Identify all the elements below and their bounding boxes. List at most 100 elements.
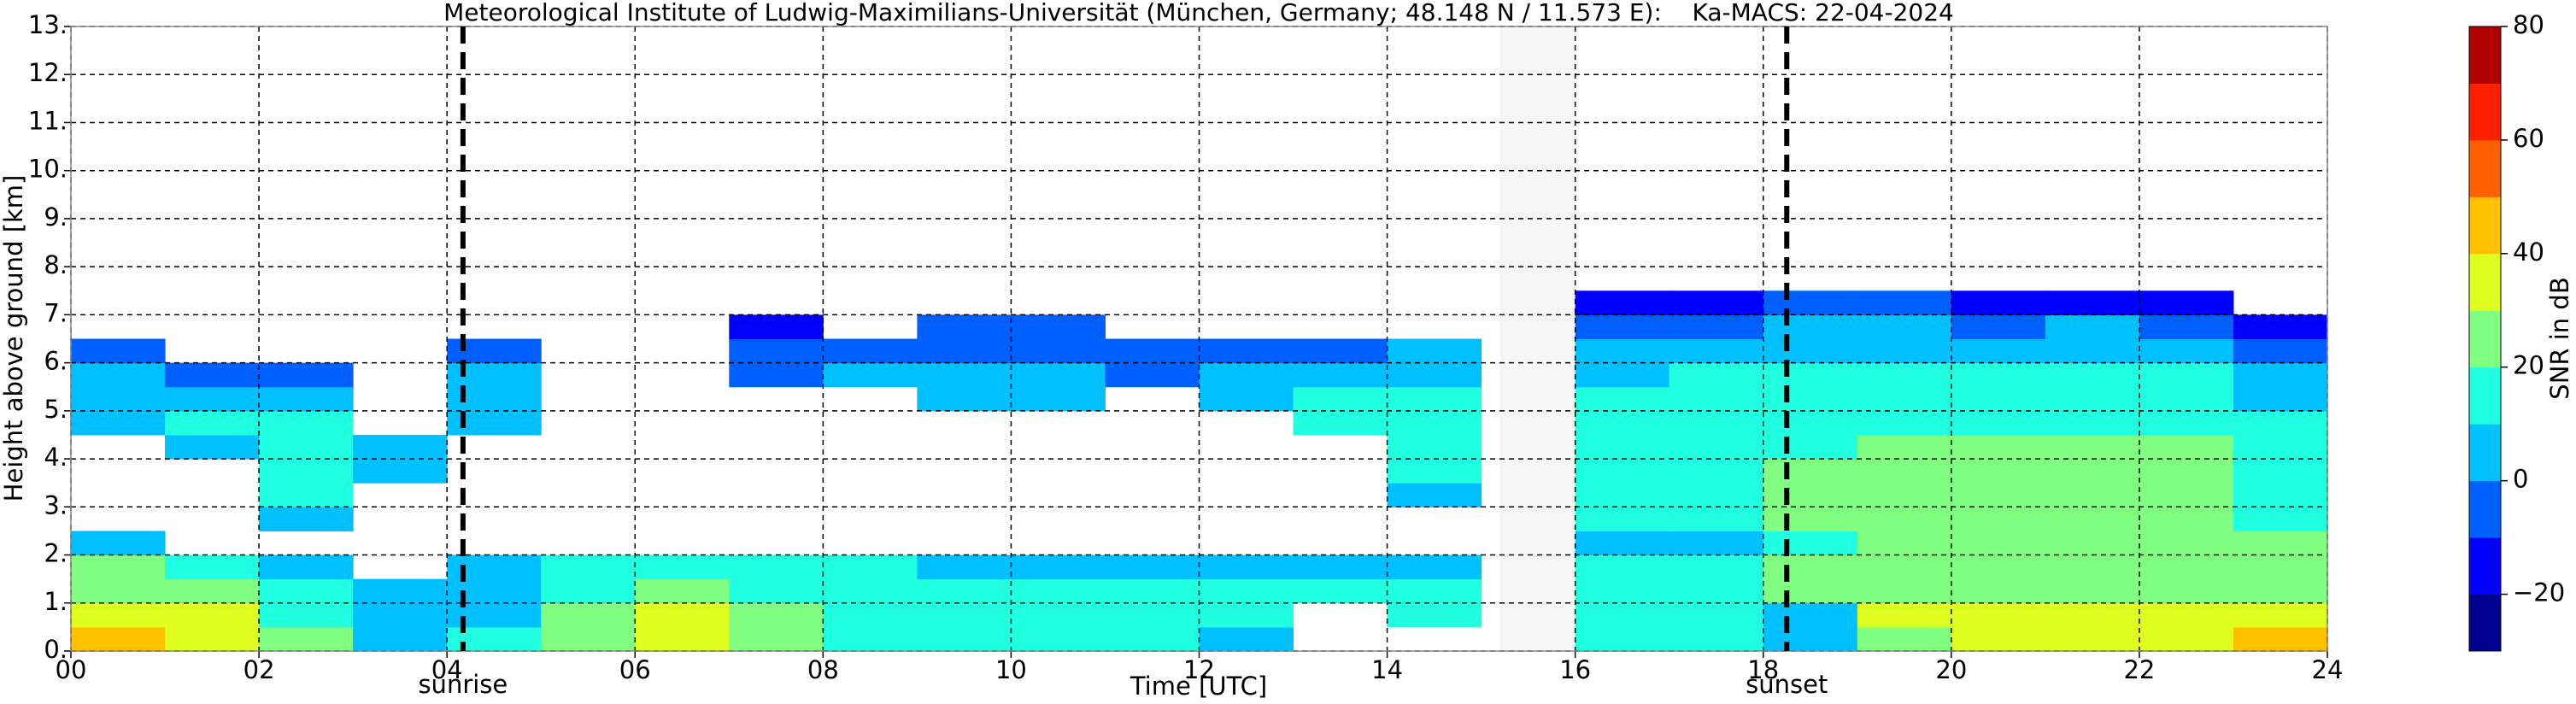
snr-cell — [1763, 410, 1858, 436]
snr-cell — [2139, 554, 2234, 580]
snr-cell — [1293, 410, 1388, 436]
chart-title: Meteorological Institute of Ludwig-Maxim… — [443, 0, 1954, 26]
snr-cell — [729, 554, 824, 580]
snr-cell — [2139, 386, 2234, 412]
snr-cell — [1575, 338, 1670, 364]
snr-cell — [1575, 314, 1670, 339]
snr-cell — [635, 578, 730, 604]
x-tick-label: 06 — [619, 655, 651, 684]
snr-cell — [1951, 483, 2046, 507]
x-axis-label: Time [UTC] — [1130, 672, 1267, 701]
snr-cell — [2045, 483, 2140, 507]
snr-cell — [1951, 362, 2046, 388]
snr-cell — [1575, 459, 1670, 484]
snr-cell — [729, 626, 824, 652]
snr-cell — [1387, 554, 1482, 580]
snr-cell — [823, 602, 918, 628]
snr-cell — [729, 602, 824, 628]
snr-cell — [1669, 626, 1764, 652]
snr-cell — [1575, 410, 1670, 436]
snr-cell — [259, 362, 354, 388]
colorbar-tick-label: 0 — [2513, 465, 2528, 494]
snr-cell — [1669, 338, 1764, 364]
snr-cell — [2233, 314, 2328, 339]
snr-cell — [2139, 338, 2234, 364]
colorbar-swatch — [2469, 83, 2501, 141]
snr-cell — [259, 410, 354, 436]
snr-cell — [2139, 483, 2234, 507]
snr-cell — [2233, 483, 2328, 507]
x-tick-label: 14 — [1371, 655, 1403, 684]
snr-cell — [2045, 602, 2140, 628]
snr-cell — [2139, 602, 2234, 628]
colorbar-swatch — [2469, 26, 2501, 84]
snr-cell — [1951, 338, 2046, 364]
snr-cell — [1763, 602, 1858, 628]
event-label: sunrise — [418, 670, 508, 699]
colorbar-tick-label: 40 — [2513, 238, 2544, 267]
snr-cell — [1857, 459, 1952, 484]
snr-cell — [1105, 626, 1200, 652]
snr-cell — [71, 602, 166, 628]
snr-cell — [1669, 362, 1764, 388]
snr-cell — [1293, 338, 1388, 364]
snr-cell — [353, 626, 448, 652]
snr-cell — [259, 386, 354, 412]
snr-cell — [1575, 483, 1670, 507]
snr-cell — [165, 434, 260, 460]
snr-cell — [1199, 626, 1294, 652]
snr-cell — [165, 578, 260, 604]
snr-cell — [1951, 531, 2046, 556]
snr-cell — [71, 578, 166, 604]
snr-cell — [259, 459, 354, 484]
snr-cell — [1575, 507, 1670, 531]
snr-cell — [1293, 362, 1388, 388]
snr-cell — [1857, 602, 1952, 628]
snr-cell — [2045, 386, 2140, 412]
snr-cell — [1669, 459, 1764, 484]
colorbar-label: SNR in dB — [2545, 277, 2574, 399]
snr-cell — [1575, 531, 1670, 556]
snr-cell — [729, 362, 824, 388]
snr-cell — [2045, 290, 2140, 315]
snr-cell — [1669, 554, 1764, 580]
snr-cell — [2045, 410, 2140, 436]
snr-cell — [1857, 578, 1952, 604]
snr-cell — [1763, 459, 1858, 484]
snr-cell — [541, 578, 636, 604]
snr-cell — [917, 362, 1012, 388]
snr-cell — [1763, 434, 1858, 460]
snr-cell — [2233, 554, 2328, 580]
snr-cell — [1293, 554, 1388, 580]
snr-cell — [917, 578, 1012, 604]
snr-cell — [2233, 410, 2328, 436]
snr-cell — [635, 626, 730, 652]
snr-cell — [1951, 314, 2046, 339]
colorbar-swatch — [2469, 197, 2501, 255]
snr-cell — [71, 386, 166, 412]
snr-cell — [917, 386, 1012, 412]
snr-cell — [1857, 314, 1952, 339]
snr-cell — [1387, 386, 1482, 412]
colorbar-swatch — [2469, 480, 2501, 538]
snr-cell — [1857, 434, 1952, 460]
snr-cell — [2139, 626, 2234, 652]
colorbar-tick-label: 80 — [2513, 10, 2544, 39]
snr-cell — [2045, 554, 2140, 580]
snr-cell — [2045, 434, 2140, 460]
snr-cell — [1575, 554, 1670, 580]
snr-cell — [823, 554, 918, 580]
snr-cell — [353, 459, 448, 484]
snr-cell — [1857, 386, 1952, 412]
snr-cell — [1387, 483, 1482, 507]
y-tick-label: 3. — [44, 490, 67, 519]
colorbar-swatch — [2469, 139, 2501, 197]
snr-cell — [917, 314, 1012, 339]
snr-cell — [1857, 483, 1952, 507]
snr-cell — [1011, 338, 1106, 364]
y-tick-label: 9. — [44, 202, 67, 232]
snr-cell — [1293, 386, 1388, 412]
snr-cell — [1951, 459, 2046, 484]
x-tick-label: 18 — [1747, 655, 1779, 684]
snr-cell — [1669, 483, 1764, 507]
